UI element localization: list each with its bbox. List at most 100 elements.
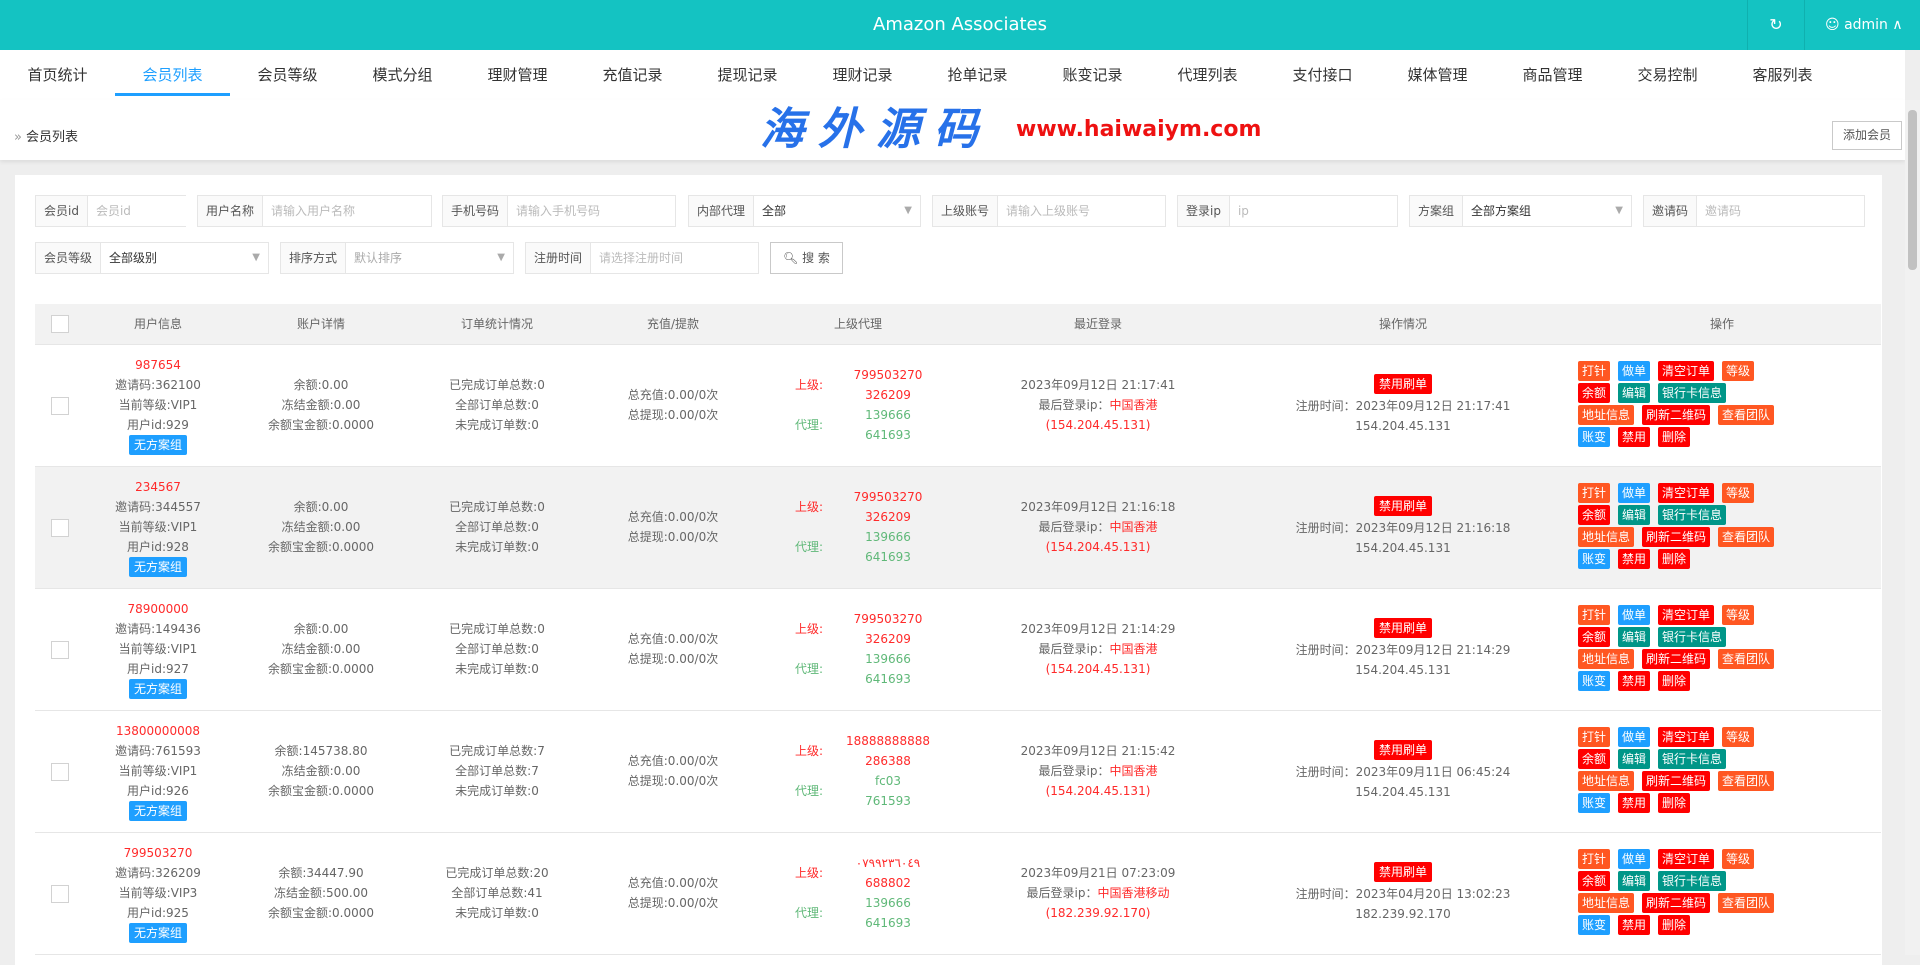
select-all-checkbox[interactable] <box>51 314 69 333</box>
action-button[interactable]: 余额 <box>1578 749 1611 769</box>
group-badge[interactable]: 无方案组 <box>128 557 187 577</box>
plan-group-select[interactable]: 全部方案组 ▼ <box>1463 196 1631 226</box>
action-button[interactable]: 银行卡信息 <box>1658 871 1727 891</box>
action-button[interactable]: 地址信息 <box>1578 405 1635 425</box>
action-button[interactable]: 清空订单 <box>1658 727 1715 747</box>
action-button[interactable]: 地址信息 <box>1578 771 1635 791</box>
tab-11[interactable]: 支付接口 <box>1292 66 1353 84</box>
action-button[interactable]: 删除 <box>1658 671 1691 691</box>
group-badge[interactable]: 无方案组 <box>128 923 187 943</box>
ban-order-button[interactable]: 禁用刷单 <box>1373 740 1432 760</box>
action-button[interactable]: 查看团队 <box>1718 405 1775 425</box>
action-button[interactable]: 余额 <box>1578 383 1611 403</box>
action-button[interactable]: 刷新二维码 <box>1642 649 1711 669</box>
ban-order-button[interactable]: 禁用刷单 <box>1373 618 1432 638</box>
tab-6[interactable]: 提现记录 <box>717 66 778 84</box>
tab-0[interactable]: 首页统计 <box>27 66 88 84</box>
phone-input[interactable] <box>508 196 675 226</box>
action-button[interactable]: 余额 <box>1578 871 1611 891</box>
action-button[interactable]: 银行卡信息 <box>1658 627 1727 647</box>
action-button[interactable]: 查看团队 <box>1718 771 1775 791</box>
action-button[interactable]: 地址信息 <box>1578 893 1635 913</box>
action-button[interactable]: 打针 <box>1578 361 1611 381</box>
tab-12[interactable]: 媒体管理 <box>1407 66 1468 84</box>
action-button[interactable]: 账变 <box>1578 793 1611 813</box>
action-button[interactable]: 清空订单 <box>1658 849 1715 869</box>
action-button[interactable]: 编辑 <box>1618 749 1651 769</box>
action-button[interactable]: 刷新二维码 <box>1642 527 1711 547</box>
reg-time-input[interactable] <box>591 243 758 273</box>
row-checkbox[interactable] <box>51 640 69 659</box>
page-scrollbar[interactable] <box>1905 100 1920 955</box>
action-button[interactable]: 做单 <box>1618 849 1651 869</box>
action-button[interactable]: 等级 <box>1722 727 1755 747</box>
tab-5[interactable]: 充值记录 <box>602 66 663 84</box>
action-button[interactable]: 地址信息 <box>1578 527 1635 547</box>
row-checkbox[interactable] <box>51 762 69 781</box>
internal-agent-select[interactable]: 全部 ▼ <box>754 196 920 226</box>
refresh-icon[interactable]: ↻ <box>1747 0 1804 50</box>
action-button[interactable]: 刷新二维码 <box>1642 893 1711 913</box>
ban-order-button[interactable]: 禁用刷单 <box>1373 862 1432 882</box>
action-button[interactable]: 查看团队 <box>1718 527 1775 547</box>
group-badge[interactable]: 无方案组 <box>128 801 187 821</box>
username-input[interactable] <box>263 196 431 226</box>
action-button[interactable]: 账变 <box>1578 671 1611 691</box>
action-button[interactable]: 清空订单 <box>1658 483 1715 503</box>
action-button[interactable]: 做单 <box>1618 605 1651 625</box>
tab-7[interactable]: 理财记录 <box>832 66 893 84</box>
row-checkbox[interactable] <box>51 396 69 415</box>
action-button[interactable]: 删除 <box>1658 549 1691 569</box>
action-button[interactable]: 清空订单 <box>1658 361 1715 381</box>
login-ip-input[interactable] <box>1229 196 1397 226</box>
parent-account-input[interactable] <box>998 196 1165 226</box>
action-button[interactable]: 删除 <box>1658 915 1691 935</box>
action-button[interactable]: 删除 <box>1658 793 1691 813</box>
action-button[interactable]: 余额 <box>1578 627 1611 647</box>
action-button[interactable]: 禁用 <box>1618 549 1651 569</box>
tab-8[interactable]: 抢单记录 <box>947 66 1008 84</box>
action-button[interactable]: 账变 <box>1578 915 1611 935</box>
tab-10[interactable]: 代理列表 <box>1177 66 1238 84</box>
user-menu[interactable]: ☺ admin ∧ <box>1804 0 1920 50</box>
ban-order-button[interactable]: 禁用刷单 <box>1373 374 1432 394</box>
action-button[interactable]: 刷新二维码 <box>1642 771 1711 791</box>
action-button[interactable]: 打针 <box>1578 727 1611 747</box>
tab-14[interactable]: 交易控制 <box>1637 66 1698 84</box>
tab-3[interactable]: 模式分组 <box>372 66 433 84</box>
action-button[interactable]: 禁用 <box>1618 671 1651 691</box>
ban-order-button[interactable]: 禁用刷单 <box>1373 496 1432 516</box>
action-button[interactable]: 查看团队 <box>1718 649 1775 669</box>
action-button[interactable]: 银行卡信息 <box>1658 383 1727 403</box>
action-button[interactable]: 编辑 <box>1618 871 1651 891</box>
action-button[interactable]: 等级 <box>1722 849 1755 869</box>
action-button[interactable]: 银行卡信息 <box>1658 505 1727 525</box>
action-button[interactable]: 打针 <box>1578 605 1611 625</box>
tab-15[interactable]: 客服列表 <box>1752 66 1813 84</box>
level-select[interactable]: 全部级别 ▼ <box>101 243 268 273</box>
action-button[interactable]: 地址信息 <box>1578 649 1635 669</box>
action-button[interactable]: 等级 <box>1722 605 1755 625</box>
action-button[interactable]: 刷新二维码 <box>1642 405 1711 425</box>
action-button[interactable]: 打针 <box>1578 483 1611 503</box>
tab-9[interactable]: 账变记录 <box>1062 66 1123 84</box>
group-badge[interactable]: 无方案组 <box>128 435 187 455</box>
invite-code-input[interactable] <box>1697 196 1864 226</box>
tab-2[interactable]: 会员等级 <box>257 66 318 84</box>
tab-13[interactable]: 商品管理 <box>1522 66 1583 84</box>
add-member-button[interactable]: 添加会员 <box>1832 121 1902 150</box>
action-button[interactable]: 账变 <box>1578 427 1611 447</box>
action-button[interactable]: 打针 <box>1578 849 1611 869</box>
action-button[interactable]: 编辑 <box>1618 627 1651 647</box>
action-button[interactable]: 编辑 <box>1618 383 1651 403</box>
action-button[interactable]: 银行卡信息 <box>1658 749 1727 769</box>
action-button[interactable]: 查看团队 <box>1718 893 1775 913</box>
action-button[interactable]: 账变 <box>1578 549 1611 569</box>
action-button[interactable]: 做单 <box>1618 727 1651 747</box>
tab-1[interactable]: 会员列表 <box>115 50 230 100</box>
action-button[interactable]: 删除 <box>1658 427 1691 447</box>
action-button[interactable]: 清空订单 <box>1658 605 1715 625</box>
row-checkbox[interactable] <box>51 518 69 537</box>
group-badge[interactable]: 无方案组 <box>128 679 187 699</box>
scrollbar-thumb[interactable] <box>1908 110 1917 270</box>
